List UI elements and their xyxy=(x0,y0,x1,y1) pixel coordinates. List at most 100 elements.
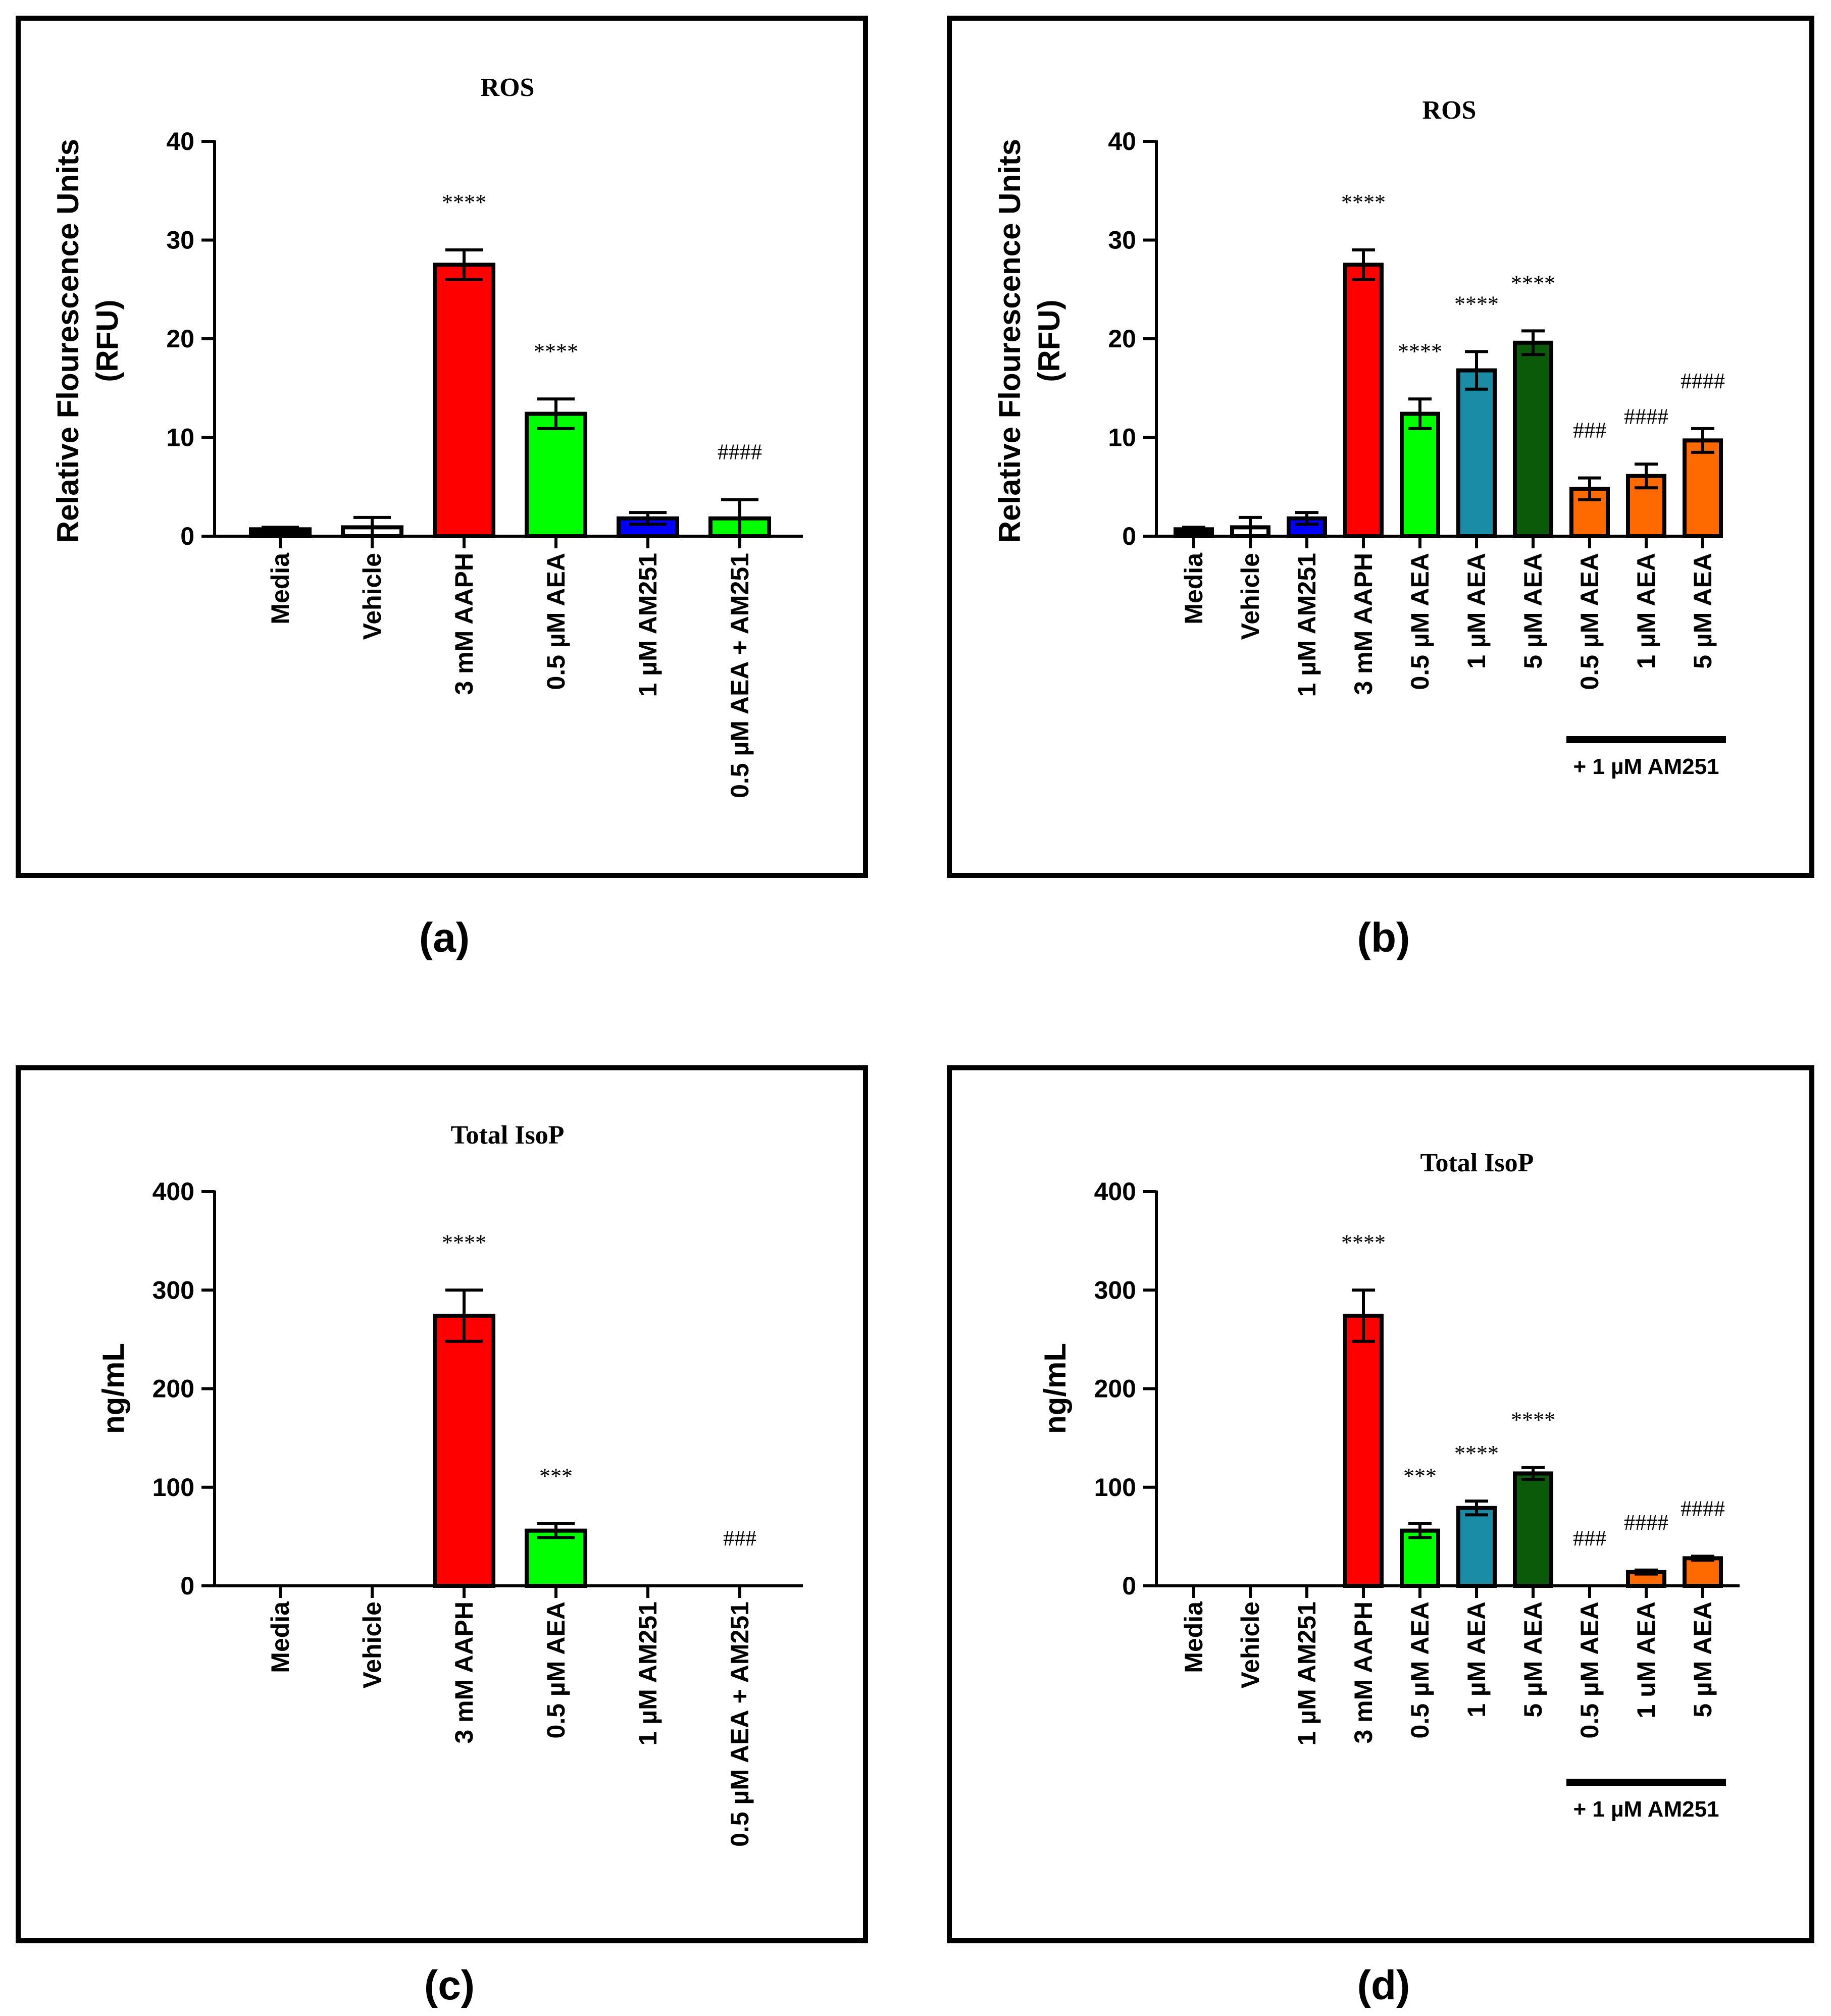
y-tick-label: 30 xyxy=(166,226,194,254)
y-axis-label: ng/mL xyxy=(96,1343,130,1434)
y-tick-label: 300 xyxy=(152,1276,194,1304)
category-label: 0.5 µM AEA xyxy=(1575,1601,1604,1738)
y-axis-label: Relative Flourescence Units (RFU) xyxy=(51,139,124,543)
y-tick-label: 200 xyxy=(152,1375,194,1403)
category-label: 1 µM AEA xyxy=(1462,553,1491,669)
category-label: Vehicle xyxy=(358,1601,386,1688)
y-tick-label: 40 xyxy=(166,127,194,156)
y-axis-label-line: ng/mL xyxy=(1038,1343,1072,1434)
category-label: 0.5 µM AEA xyxy=(542,1601,570,1738)
category-label: 3 mM AAPH xyxy=(450,1601,478,1744)
chart-panel-c: Total IsoP ng/mL 0 100 200 300 400 Media Vehicle… xyxy=(16,1065,868,2008)
category-label: Vehicle xyxy=(358,553,386,640)
y-tick-label: 100 xyxy=(1094,1473,1136,1502)
bar xyxy=(1513,340,1553,538)
y-axis-label: Relative Flourescence Units (RFU) xyxy=(993,139,1066,543)
panel-frame xyxy=(16,1065,868,1943)
y-tick-label: 400 xyxy=(152,1177,194,1206)
significance-label: **** xyxy=(442,190,486,215)
significance-label: ### xyxy=(723,1526,756,1550)
y-tick-label: 0 xyxy=(1122,522,1136,550)
category-label: 0.5 µM AEA xyxy=(1406,553,1434,690)
category-label: 1 µM AM251 xyxy=(634,1601,662,1745)
chart-panel-d: Total IsoP ng/mL 0 100 200 300 400 Media Vehicle… xyxy=(947,1065,1814,2008)
bar xyxy=(1456,368,1497,538)
y-axis-label-line: ng/mL xyxy=(96,1343,130,1434)
category-label: 1 µM AEA xyxy=(1632,553,1660,669)
y-axis-label-line: Relative Flourescence Units xyxy=(51,139,85,543)
y-tick-label: 40 xyxy=(1108,127,1136,156)
group-bracket-label: + 1 µM AM251 xyxy=(1573,754,1719,779)
category-label: 3 mM AAPH xyxy=(1349,1601,1378,1744)
chart-title: Total IsoP xyxy=(451,1121,565,1150)
chart-panel-a: ROS Relative Flourescence Units (RFU) 0 10 20… xyxy=(16,16,868,961)
panel-label: (c) xyxy=(424,1962,475,2008)
category-label: 1 µM AM251 xyxy=(1293,553,1321,697)
significance-label: **** xyxy=(1511,1408,1555,1432)
category-label: 0.5 µM AEA xyxy=(1575,553,1604,690)
y-tick-label: 0 xyxy=(1122,1572,1136,1600)
category-label: Media xyxy=(266,552,294,625)
category-label: 0.5 µM AEA xyxy=(1406,1601,1434,1738)
panel-label: (d) xyxy=(1357,1962,1410,2008)
bar xyxy=(1343,263,1384,538)
significance-label: **** xyxy=(534,339,578,364)
y-tick-label: 400 xyxy=(1094,1177,1136,1206)
y-tick-label: 10 xyxy=(166,424,194,452)
significance-label: ### xyxy=(1573,1526,1606,1550)
category-label: Vehicle xyxy=(1236,553,1264,640)
y-axis-label-line: (RFU) xyxy=(1032,299,1066,382)
chart-panel-b: ROS Relative Flourescence Units (RFU) 0 10 20… xyxy=(947,16,1814,961)
bar xyxy=(525,411,587,539)
bar xyxy=(1400,411,1440,539)
significance-label: #### xyxy=(718,440,762,464)
category-label: 3 mM AAPH xyxy=(450,553,478,695)
chart-title: ROS xyxy=(481,73,535,102)
bar xyxy=(1513,1471,1553,1588)
y-axis-label: ng/mL xyxy=(1038,1343,1072,1434)
category-label: Vehicle xyxy=(1236,1601,1264,1688)
category-label: Media xyxy=(1180,552,1208,625)
panel-frame xyxy=(947,16,1814,878)
category-label: 5 µM AEA xyxy=(1519,553,1547,669)
category-label: 5 µM AEA xyxy=(1519,1601,1547,1718)
category-label: 5 µM AEA xyxy=(1689,1601,1717,1718)
y-tick-label: 0 xyxy=(180,1572,194,1600)
significance-label: #### xyxy=(1681,1496,1725,1521)
significance-label: #### xyxy=(1624,1510,1668,1535)
y-tick-label: 200 xyxy=(1094,1375,1136,1403)
category-label: 1 uM AEA xyxy=(1632,1601,1660,1719)
y-axis-label-line: Relative Flourescence Units xyxy=(993,139,1027,543)
group-bracket-label: + 1 µM AM251 xyxy=(1573,1797,1719,1822)
significance-label: #### xyxy=(1624,404,1668,429)
significance-label: #### xyxy=(1681,369,1725,393)
significance-label: **** xyxy=(1341,190,1386,215)
significance-label: **** xyxy=(1341,1230,1386,1255)
bar xyxy=(433,263,495,538)
significance-label: *** xyxy=(1403,1464,1437,1488)
bar xyxy=(1343,1314,1384,1588)
y-tick-label: 20 xyxy=(166,325,194,353)
significance-label: **** xyxy=(1454,1441,1499,1466)
bar xyxy=(1683,438,1723,538)
category-label: 3 mM AAPH xyxy=(1349,553,1378,695)
y-tick-label: 10 xyxy=(1108,424,1136,452)
bar xyxy=(1456,1506,1497,1588)
category-label: 0.5 µM AEA xyxy=(542,553,570,690)
panel-label: (b) xyxy=(1357,915,1410,961)
panel-frame xyxy=(16,16,868,878)
category-label: 1 µM AM251 xyxy=(634,553,662,697)
chart-title: Total IsoP xyxy=(1420,1149,1534,1177)
significance-label: ### xyxy=(1573,418,1606,443)
category-label: 0.5 µM AEA + AM251 xyxy=(726,553,754,798)
bar xyxy=(433,1314,495,1588)
category-label: 1 µM AEA xyxy=(1462,1601,1491,1718)
significance-label: **** xyxy=(1511,271,1555,295)
y-tick-label: 300 xyxy=(1094,1276,1136,1304)
significance-label: **** xyxy=(442,1230,486,1255)
category-label: 1 µM AM251 xyxy=(1293,1601,1321,1745)
y-tick-label: 20 xyxy=(1108,325,1136,353)
category-label: Media xyxy=(1180,1601,1208,1673)
category-label: 5 µM AEA xyxy=(1689,553,1717,669)
